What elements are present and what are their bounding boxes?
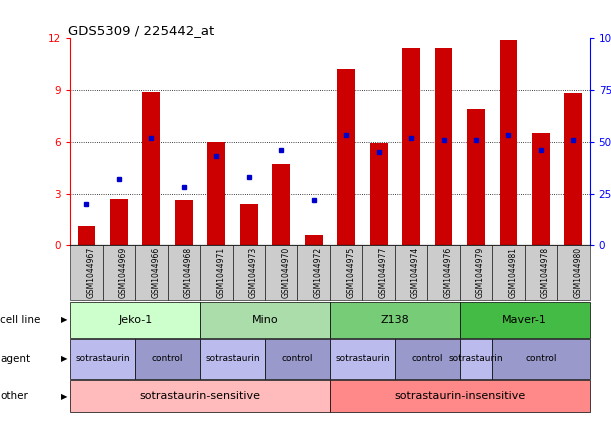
- Text: GSM1044969: GSM1044969: [119, 247, 128, 299]
- Text: GSM1044978: GSM1044978: [541, 247, 550, 298]
- Text: sotrastaurin: sotrastaurin: [75, 354, 130, 363]
- Text: GSM1044974: GSM1044974: [411, 247, 420, 299]
- Text: GSM1044979: GSM1044979: [476, 247, 485, 299]
- Bar: [500, 40, 518, 245]
- Text: ▶: ▶: [60, 354, 67, 363]
- Text: Jeko-1: Jeko-1: [118, 315, 152, 324]
- Bar: [467, 109, 485, 245]
- Bar: [142, 92, 160, 245]
- Bar: [240, 204, 258, 245]
- Bar: [370, 143, 387, 245]
- Text: GSM1044975: GSM1044975: [346, 247, 355, 299]
- Bar: [434, 49, 453, 245]
- Text: GSM1044968: GSM1044968: [184, 247, 193, 298]
- Bar: [565, 93, 582, 245]
- Text: GDS5309 / 225442_at: GDS5309 / 225442_at: [68, 24, 214, 37]
- Text: Z138: Z138: [381, 315, 409, 324]
- Text: GSM1044972: GSM1044972: [313, 247, 323, 298]
- Text: GSM1044981: GSM1044981: [508, 247, 518, 298]
- Text: GSM1044976: GSM1044976: [444, 247, 453, 299]
- Text: GSM1044966: GSM1044966: [152, 247, 161, 299]
- Text: GSM1044967: GSM1044967: [87, 247, 95, 299]
- Text: ▶: ▶: [60, 315, 67, 324]
- Text: sotrastaurin-sensitive: sotrastaurin-sensitive: [139, 391, 261, 401]
- Text: sotrastaurin-insensitive: sotrastaurin-insensitive: [394, 391, 525, 401]
- Text: sotrastaurin: sotrastaurin: [205, 354, 260, 363]
- Text: cell line: cell line: [0, 315, 40, 324]
- Text: control: control: [525, 354, 557, 363]
- Bar: [175, 201, 193, 245]
- Text: Maver-1: Maver-1: [502, 315, 547, 324]
- Bar: [78, 226, 95, 245]
- Text: GSM1044980: GSM1044980: [573, 247, 582, 298]
- Bar: [532, 133, 550, 245]
- Text: sotrastaurin: sotrastaurin: [335, 354, 390, 363]
- Bar: [337, 69, 355, 245]
- Text: control: control: [412, 354, 443, 363]
- Text: Mino: Mino: [252, 315, 279, 324]
- Text: GSM1044970: GSM1044970: [281, 247, 290, 299]
- Text: control: control: [282, 354, 313, 363]
- Text: ▶: ▶: [60, 392, 67, 401]
- Bar: [273, 164, 290, 245]
- Text: GSM1044973: GSM1044973: [249, 247, 258, 299]
- Bar: [402, 49, 420, 245]
- Text: sotrastaurin: sotrastaurin: [448, 354, 503, 363]
- Text: other: other: [0, 391, 28, 401]
- Text: agent: agent: [0, 354, 30, 364]
- Text: GSM1044971: GSM1044971: [216, 247, 225, 298]
- Bar: [207, 142, 225, 245]
- Bar: [305, 235, 323, 245]
- Text: control: control: [152, 354, 183, 363]
- Bar: [110, 199, 128, 245]
- Text: GSM1044977: GSM1044977: [379, 247, 387, 299]
